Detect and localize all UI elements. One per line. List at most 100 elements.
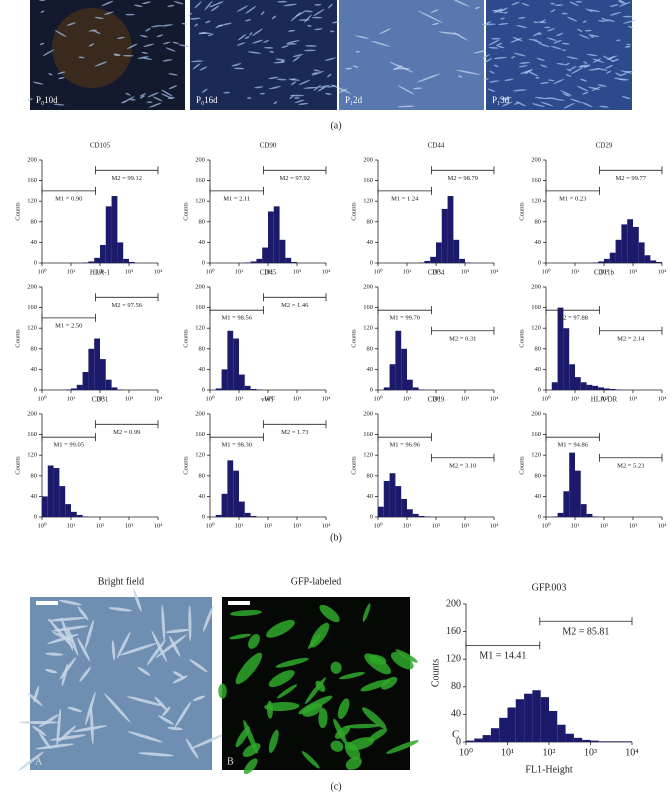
cell	[483, 78, 489, 80]
scale-bar	[228, 601, 250, 605]
histogram-bar	[82, 371, 89, 390]
y-tick-label: 80	[31, 472, 38, 479]
cell	[298, 102, 309, 105]
cell	[474, 6, 480, 9]
x-tick-label: 10³	[125, 395, 134, 402]
gate-label: M2 = 0.31	[449, 335, 476, 342]
y-tick-label: 120	[446, 653, 461, 664]
y-tick-label: 40	[367, 493, 374, 500]
cell	[111, 640, 116, 661]
cell	[311, 70, 324, 76]
cell	[158, 715, 174, 725]
cell	[104, 11, 114, 15]
x-tick-label: 10¹	[67, 522, 76, 529]
histogram-bar	[76, 384, 83, 390]
histogram-bar	[250, 261, 257, 263]
y-tick-label: 80	[199, 472, 206, 479]
y-tick-label: 80	[31, 345, 38, 352]
cell	[223, 91, 231, 94]
cell	[77, 637, 90, 662]
histogram-bar	[389, 473, 396, 517]
y-tick-label: 80	[535, 345, 542, 352]
cell	[58, 725, 77, 742]
cell	[47, 617, 87, 622]
cell	[598, 20, 606, 22]
cell	[512, 36, 523, 42]
cell	[562, 93, 571, 97]
cell	[537, 21, 547, 24]
cell	[85, 691, 96, 726]
cell	[588, 68, 601, 71]
y-tick-label: 0	[370, 513, 373, 520]
cell	[579, 78, 588, 82]
cell	[283, 3, 298, 7]
cell	[417, 10, 444, 24]
cell	[236, 42, 246, 46]
histogram-bar	[551, 516, 558, 517]
cell	[39, 42, 45, 46]
cell	[189, 659, 208, 673]
x-axis-label: FL1-Height	[525, 764, 572, 775]
cell	[561, 12, 568, 15]
cell	[188, 605, 192, 642]
y-tick-label: 40	[199, 239, 206, 246]
cell	[290, 12, 301, 22]
cell	[189, 17, 201, 20]
histogram-bar	[94, 338, 100, 390]
cell	[575, 0, 583, 3]
cell	[559, 90, 572, 96]
cell	[500, 17, 505, 20]
cell	[116, 632, 131, 659]
cell	[60, 617, 73, 651]
y-tick-label: 200	[27, 283, 37, 290]
gate-label: M2 = 98.79	[447, 175, 478, 182]
cell	[533, 21, 539, 24]
cell	[330, 740, 344, 752]
histogram-bar	[499, 717, 508, 742]
cell	[578, 65, 591, 68]
cell	[88, 29, 97, 32]
x-tick-label: 10⁰	[459, 747, 473, 758]
histogram-bar	[389, 364, 396, 390]
y-tick-label: 40	[199, 493, 206, 500]
histogram-bar	[273, 206, 280, 263]
cell	[245, 5, 257, 14]
cell	[362, 603, 371, 622]
gate-label: M2 = 97.92	[279, 175, 310, 182]
cell	[310, 622, 330, 648]
y-tick-label: 0	[370, 259, 373, 266]
cell	[276, 684, 298, 699]
cell	[430, 9, 439, 13]
histogram-bar	[76, 514, 83, 517]
cell	[119, 643, 157, 656]
x-tick-label: 10⁰	[541, 521, 551, 529]
cell	[54, 30, 67, 38]
histogram-bar	[623, 741, 632, 742]
cell	[162, 41, 171, 45]
gate-label: M1 = 2.50	[55, 322, 82, 329]
cell	[276, 78, 287, 81]
cell	[264, 701, 300, 712]
cell	[616, 39, 621, 42]
cell	[236, 5, 249, 12]
cell	[59, 657, 77, 680]
cell	[247, 51, 262, 54]
y-tick-label: 160	[195, 177, 205, 184]
cell	[51, 625, 89, 632]
cell	[511, 1, 520, 6]
cell	[38, 732, 51, 749]
histogram-bar	[418, 389, 425, 390]
histogram-bar	[117, 242, 124, 263]
x-tick-label: 10³	[584, 747, 597, 758]
y-tick-label: 0	[34, 386, 37, 393]
x-tick-label: 10²	[432, 522, 441, 529]
histogram-bar	[582, 739, 591, 742]
histogram-bar	[607, 741, 616, 742]
y-tick-label: 120	[27, 325, 37, 332]
cell	[50, 734, 87, 741]
cell	[339, 671, 365, 680]
cell	[552, 98, 565, 101]
histogram-bar	[239, 501, 245, 517]
gate-label: M2 = 97.88	[557, 315, 588, 322]
